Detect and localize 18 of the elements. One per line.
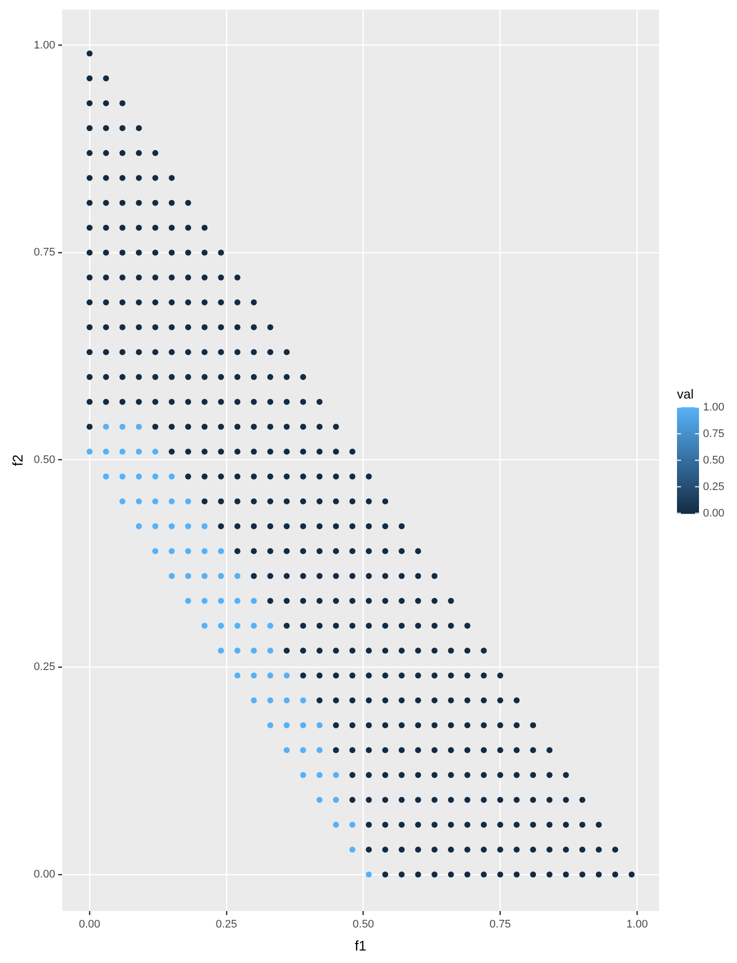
color-bar-label: 0.75 bbox=[703, 428, 724, 440]
x-tick-label: 0.50 bbox=[352, 918, 374, 931]
y-tick-label: 0.00 bbox=[34, 868, 56, 881]
x-tick-label: 1.00 bbox=[626, 918, 648, 931]
color-bar-label: 0.25 bbox=[703, 480, 724, 493]
x-tick-label: 0.75 bbox=[490, 918, 511, 931]
x-tick-label: 0.00 bbox=[78, 918, 100, 931]
y-tick-label: 0.25 bbox=[34, 661, 56, 674]
color-bar-label: 0.00 bbox=[703, 507, 724, 520]
y-axis-title: f2 bbox=[9, 454, 26, 466]
x-tick-label: 0.25 bbox=[216, 918, 238, 931]
color-bar-label: 1.00 bbox=[703, 401, 724, 414]
color-bar-label: 0.50 bbox=[703, 454, 724, 466]
color-bar-title: val bbox=[677, 386, 694, 402]
y-tick-label: 0.75 bbox=[34, 246, 56, 259]
x-axis-title: f1 bbox=[354, 937, 367, 954]
y-tick-label: 1.00 bbox=[34, 39, 56, 52]
y-tick-label: 0.50 bbox=[34, 454, 56, 466]
